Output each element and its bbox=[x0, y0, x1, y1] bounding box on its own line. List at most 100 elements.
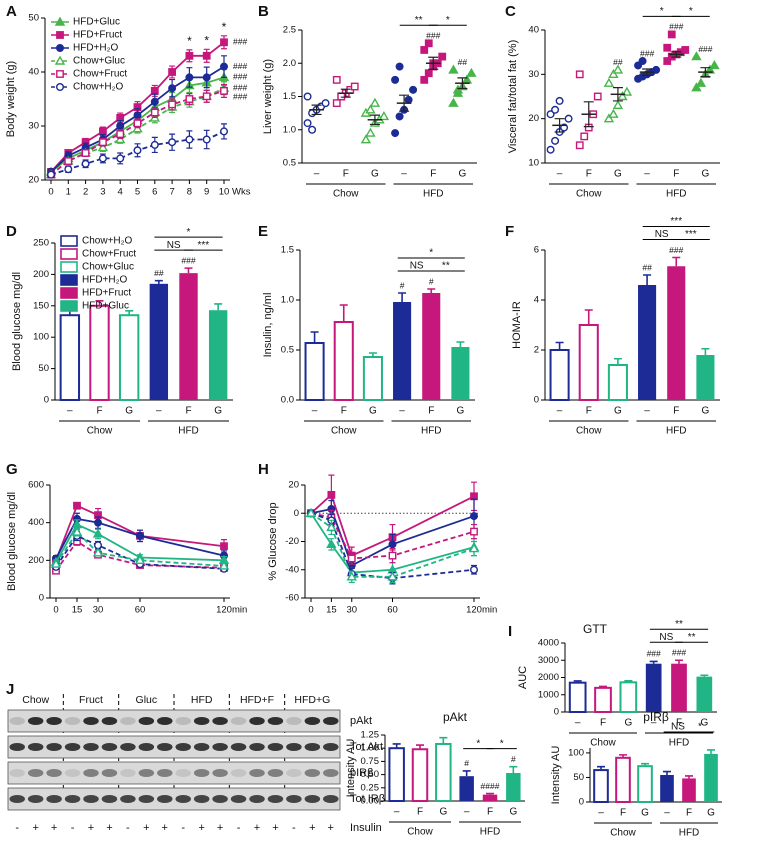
blot-band bbox=[249, 795, 265, 803]
bar bbox=[645, 663, 662, 712]
error-bar bbox=[649, 660, 658, 664]
data-point bbox=[133, 111, 142, 120]
y-tick-label: 0 bbox=[294, 508, 299, 519]
blot-band bbox=[304, 717, 321, 725]
x-tick-label: F bbox=[676, 718, 682, 729]
y-tick-label: 30 bbox=[28, 121, 39, 132]
x-tick-label: 30 bbox=[346, 605, 357, 616]
group-label: HFD bbox=[666, 426, 687, 437]
data-point bbox=[409, 85, 418, 94]
x-tick-label: F bbox=[620, 808, 626, 819]
significance-label: ### bbox=[669, 245, 683, 255]
blot-band bbox=[101, 743, 118, 751]
data-point bbox=[360, 134, 372, 144]
group-label: HFD bbox=[669, 738, 690, 749]
x-tick-label: G bbox=[509, 807, 517, 818]
data-point bbox=[202, 92, 211, 101]
significance-label: # bbox=[400, 280, 405, 290]
panel-letter: E bbox=[258, 223, 268, 240]
comparison-label: * bbox=[689, 6, 693, 17]
data-point bbox=[64, 165, 73, 174]
insulin-sign: + bbox=[272, 822, 278, 834]
legend-swatch bbox=[60, 235, 78, 247]
y-tick-label: 0 bbox=[579, 797, 584, 808]
bar bbox=[615, 756, 631, 803]
data-point bbox=[638, 57, 647, 66]
insulin-sign: + bbox=[143, 822, 149, 834]
x-tick-label: – bbox=[575, 718, 581, 729]
data-point bbox=[219, 62, 228, 71]
annotation: * bbox=[222, 20, 227, 34]
error-bar bbox=[599, 685, 607, 688]
annotation: * bbox=[204, 33, 209, 47]
blot-band bbox=[83, 795, 99, 803]
data-point bbox=[420, 75, 429, 84]
data-point bbox=[332, 99, 341, 108]
data-point bbox=[168, 138, 177, 147]
error-bar bbox=[613, 357, 622, 365]
comparison-label: * bbox=[187, 227, 191, 238]
x-tick-label: F bbox=[185, 406, 191, 417]
legend-swatch bbox=[60, 300, 78, 312]
error-bar bbox=[597, 765, 605, 771]
y-tick-label: 0.5 bbox=[281, 345, 294, 356]
x-tick-label: 60 bbox=[135, 605, 146, 616]
blot-band bbox=[9, 795, 25, 803]
panel-letter: I bbox=[508, 623, 512, 640]
data-point bbox=[116, 130, 125, 138]
blot-band bbox=[249, 717, 265, 725]
significance-label: ## bbox=[613, 57, 623, 67]
x-tick-label: – bbox=[401, 169, 407, 180]
blot-band bbox=[101, 769, 118, 777]
error-bar bbox=[707, 749, 715, 754]
bar bbox=[660, 775, 674, 802]
y-tick-label: 0.5 bbox=[283, 158, 296, 169]
y-axis-label: Insulin, ng/ml bbox=[262, 293, 274, 358]
data-point bbox=[681, 46, 690, 54]
y-tick-label: 200 bbox=[28, 555, 44, 566]
x-tick-label: – bbox=[464, 807, 470, 818]
data-point bbox=[93, 518, 102, 527]
data-point bbox=[133, 119, 142, 128]
comparison-label: * bbox=[429, 248, 433, 259]
legend-marker bbox=[56, 70, 64, 78]
data-point bbox=[388, 551, 397, 560]
significance-label: ### bbox=[233, 82, 247, 92]
error-bar bbox=[311, 104, 322, 116]
y-tick-label: 0 bbox=[554, 707, 559, 718]
x-tick-label: G bbox=[702, 169, 710, 180]
blot-band bbox=[138, 717, 155, 725]
blot-band bbox=[230, 795, 247, 803]
blot-band bbox=[230, 769, 247, 777]
insulin-sign: - bbox=[71, 822, 75, 834]
data-point bbox=[220, 86, 228, 95]
error-bar bbox=[457, 77, 468, 90]
blot-band bbox=[64, 795, 81, 803]
data-point bbox=[365, 127, 376, 137]
x-tick-label: 15 bbox=[72, 605, 83, 616]
blot-band bbox=[46, 743, 62, 751]
blot-band bbox=[101, 795, 118, 803]
blot-band bbox=[193, 743, 210, 751]
y-axis-label: Intensity AU bbox=[550, 746, 562, 805]
bar bbox=[696, 355, 715, 400]
x-tick-label: 9 bbox=[204, 187, 209, 198]
data-point bbox=[150, 86, 159, 95]
error-bar bbox=[95, 299, 104, 306]
y-axis-label: Blood glucose mg/dl bbox=[6, 492, 18, 591]
panel-letter: J bbox=[6, 681, 14, 698]
bar bbox=[482, 794, 498, 801]
data-point bbox=[81, 159, 90, 168]
insulin-sign: + bbox=[328, 822, 334, 834]
data-point bbox=[202, 135, 211, 144]
y-tick-label: 30 bbox=[528, 69, 539, 80]
y-tick-label: 0 bbox=[44, 395, 49, 406]
blot-band bbox=[27, 795, 44, 803]
blot-group-label: HFD+G bbox=[294, 694, 330, 706]
data-point bbox=[185, 73, 194, 82]
data-point bbox=[424, 69, 433, 78]
blot-band bbox=[267, 743, 284, 751]
data-point bbox=[347, 554, 356, 563]
y-tick-label: 0.75 bbox=[361, 756, 380, 767]
y-axis-label: Blood glucose mg/dl bbox=[11, 272, 23, 371]
